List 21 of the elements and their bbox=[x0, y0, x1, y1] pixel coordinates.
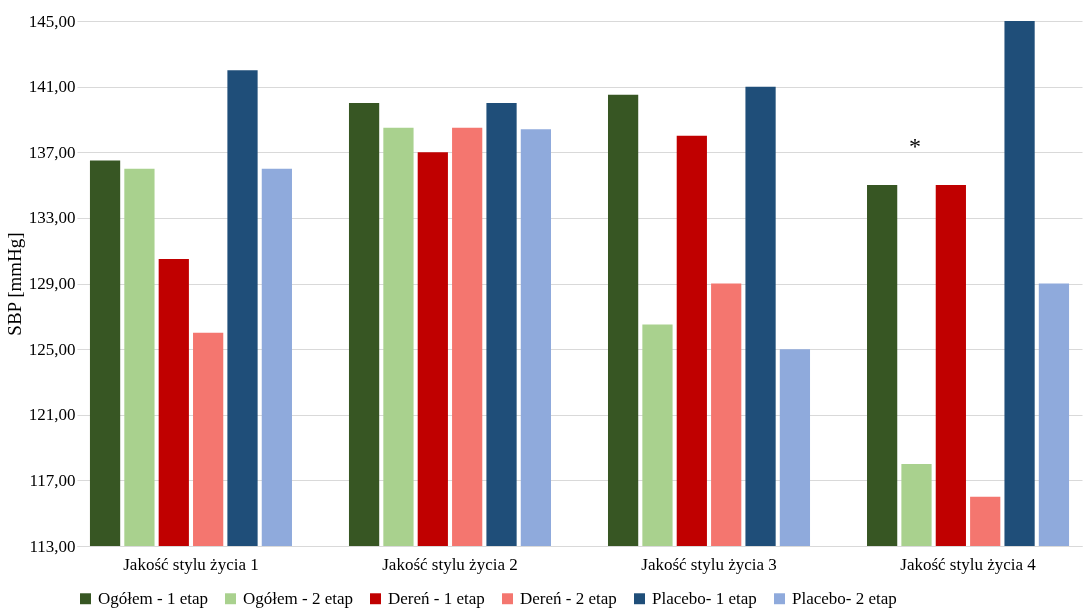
legend-label: Ogółem - 1 etap bbox=[98, 588, 208, 608]
y-tick-label: 121,00 bbox=[28, 405, 76, 425]
x-tick-label: Jakość stylu życia 1 bbox=[123, 554, 259, 574]
y-tick-label: 145,00 bbox=[28, 11, 76, 31]
legend-label: Dereń - 2 etap bbox=[520, 588, 617, 608]
y-tick-label: 133,00 bbox=[28, 208, 76, 228]
legend-label: Ogółem - 2 etap bbox=[243, 588, 353, 608]
y-tick-label: 129,00 bbox=[28, 274, 76, 293]
y-axis-title: SBP [mmHg] bbox=[3, 232, 25, 336]
legend-label: Placebo- 2 etap bbox=[792, 588, 897, 608]
x-tick-label: Jakość stylu życia 2 bbox=[382, 554, 518, 574]
y-tick-label: 141,00 bbox=[28, 77, 76, 97]
annotation: * bbox=[909, 133, 921, 159]
legend-label: Dereń - 1 etap bbox=[388, 588, 485, 608]
x-tick-label: Jakość stylu życia 3 bbox=[641, 554, 777, 574]
x-tick-label: Jakość stylu życia 4 bbox=[900, 554, 1037, 574]
legend-label: Placebo- 1 etap bbox=[652, 588, 757, 608]
y-tick-label: 113,00 bbox=[29, 536, 76, 556]
y-tick-label: 125,00 bbox=[28, 339, 76, 359]
y-tick-label: 117,00 bbox=[29, 470, 76, 490]
y-tick-label: 137,00 bbox=[28, 142, 76, 162]
